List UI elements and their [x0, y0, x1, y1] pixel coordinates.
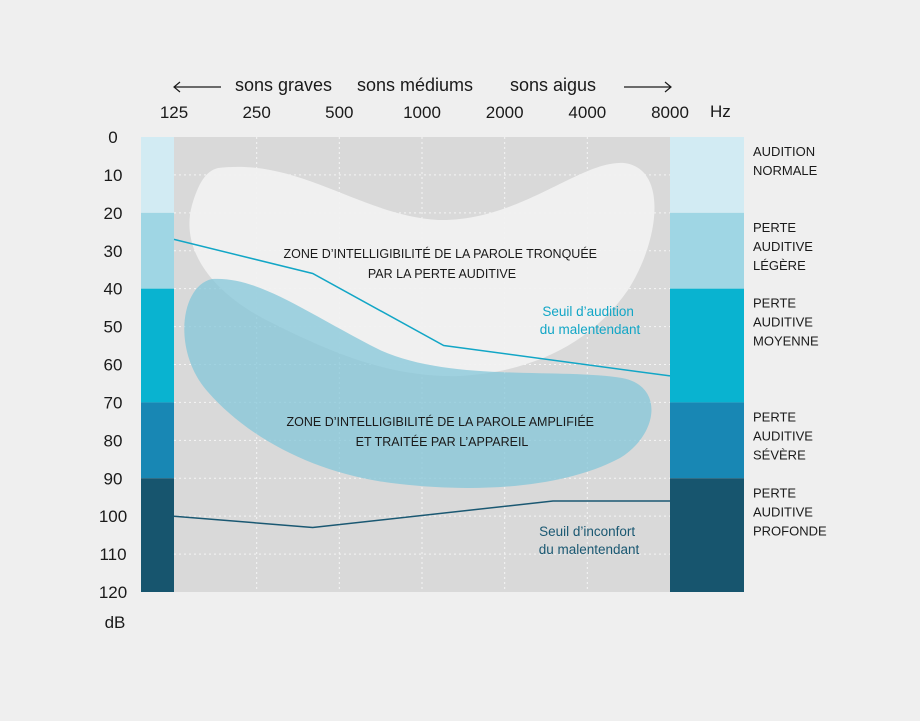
band-left-0: [141, 137, 174, 213]
x-tick-label: 500: [325, 103, 353, 122]
x-tick-label: 125: [160, 103, 188, 122]
x-tick-label: 250: [242, 103, 270, 122]
band-label-4: PERTE AUDITIVE PROFONDE: [753, 485, 827, 538]
header-sons-aigus: sons aigus: [510, 75, 596, 95]
y-tick-label: 30: [104, 242, 123, 261]
x-unit-label: Hz: [710, 102, 731, 121]
header-sons-graves: sons graves: [235, 75, 332, 95]
y-tick-label: 70: [104, 393, 123, 412]
bands-left: [141, 137, 174, 592]
zone-amplifiee-label: ZONE D’INTELLIGIBILITÉ DE LA PAROLE AMPL…: [287, 414, 598, 449]
band-label-3: PERTE AUDITIVE SÉVÈRE: [753, 409, 813, 462]
x-tick-label: 8000: [651, 103, 689, 122]
band-right-1: [670, 212, 744, 289]
zone-tronquee-label: ZONE D’INTELLIGIBILITÉ DE LA PAROLE TRON…: [284, 246, 601, 281]
arrow-right-icon: [624, 81, 672, 93]
band-labels: AUDITION NORMALE PERTE AUDITIVE LÉGÈRE PERTE A…: [753, 144, 827, 538]
seuil-audition-label: Seuil d’audition du malentendant: [540, 304, 641, 337]
band-right-0: [670, 137, 744, 213]
y-tick-label: 10: [104, 166, 123, 185]
y-tick-label: 100: [99, 507, 127, 526]
x-tick-label: 4000: [568, 103, 606, 122]
frequency-header: sons graves sons médiums sons aigus: [173, 75, 672, 95]
band-label-1: PERTE AUDITIVE LÉGÈRE: [753, 220, 813, 273]
seuil-inconfort-label: Seuil d’inconfort du malentendant: [539, 524, 640, 557]
zone-amplifiee-shape: [184, 278, 652, 488]
y-tick-label: 0: [108, 128, 117, 147]
band-label-0: AUDITION NORMALE: [753, 144, 818, 178]
y-tick-label: 20: [104, 204, 123, 223]
bands-right: [670, 137, 744, 592]
y-tick-label: 110: [99, 545, 126, 564]
y-tick-label: 40: [104, 280, 123, 299]
series-line-seuil-inconfort: [173, 500, 670, 529]
series-line-seuil-audition: [173, 238, 671, 377]
band-right-4: [670, 478, 744, 592]
y-unit-label: dB: [105, 613, 126, 632]
y-tick-label: 50: [104, 318, 123, 337]
band-left-2: [141, 288, 174, 403]
band-left-3: [141, 402, 174, 479]
header-sons-mediums: sons médiums: [357, 75, 473, 95]
x-axis-ticks: 125 250 500 1000 2000 4000 8000: [160, 103, 689, 122]
band-left-4: [141, 478, 174, 592]
y-tick-label: 120: [99, 583, 127, 602]
y-tick-label: 80: [104, 431, 123, 450]
band-right-3: [670, 402, 744, 479]
y-tick-label: 60: [104, 356, 123, 375]
x-tick-label: 1000: [403, 103, 441, 122]
band-right-2: [670, 288, 744, 403]
band-left-1: [141, 212, 174, 289]
y-tick-label: 90: [104, 469, 123, 488]
x-tick-label: 2000: [486, 103, 524, 122]
arrow-left-icon: [173, 81, 221, 93]
y-axis-ticks: 0 10 20 30 40 50 60 70 80 90 100 110 120: [99, 128, 127, 602]
band-label-2: PERTE AUDITIVE MOYENNE: [753, 296, 819, 349]
